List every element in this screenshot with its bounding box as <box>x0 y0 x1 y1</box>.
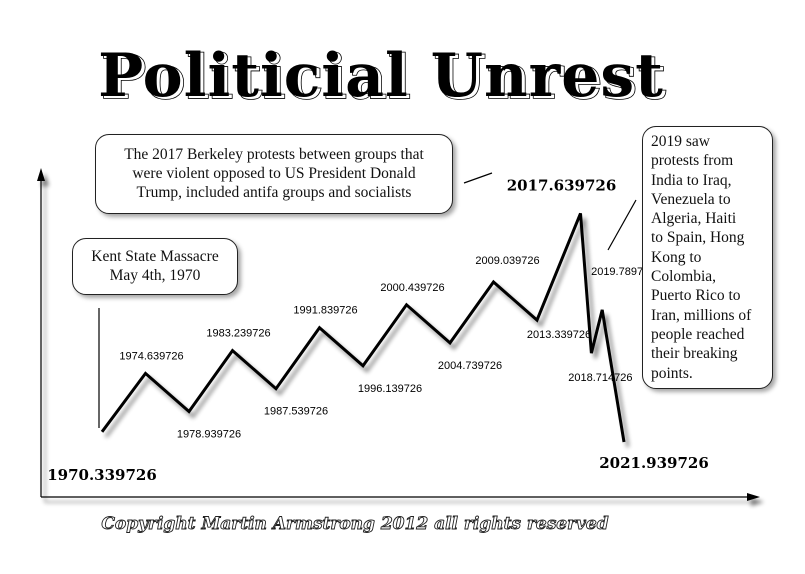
annotation-line: points. <box>651 364 693 382</box>
point-label: 1974.639726 <box>119 350 183 362</box>
point-label: 2004.739726 <box>438 360 502 372</box>
annotation-kent-state: Kent State Massacre May 4th, 1970 <box>72 238 238 295</box>
copyright-text: Copyright Martin Armstrong 2012 all righ… <box>101 514 608 534</box>
point-label: 2018.714726 <box>568 372 632 384</box>
annotation-line: Kent State Massacre <box>91 248 219 265</box>
axes <box>37 168 760 501</box>
y-axis-arrow <box>37 168 45 181</box>
chart-title: Politicial Unrest <box>101 43 667 113</box>
x-axis-arrow <box>747 493 760 501</box>
annotation-berkeley: The 2017 Berkeley protests between group… <box>95 134 453 214</box>
annotation-line: Venezuela to <box>651 190 731 208</box>
y2019-leader-line <box>607 199 637 251</box>
annotation-line: The 2017 Berkeley protests between group… <box>124 146 424 163</box>
annotation-line: Colombia, <box>651 268 717 286</box>
annotation-line: Kong to <box>651 248 702 266</box>
point-label: 2021.939726 <box>599 454 709 472</box>
annotation-line: India to Iraq, <box>651 171 732 189</box>
label-layer: 1970.339726 1974.639726 1978.939726 1983.23… <box>47 176 709 483</box>
point-label: 2019.789726 <box>591 266 655 278</box>
annotation-line: Trump, included antifa groups and social… <box>136 184 412 201</box>
berkeley-leader-line <box>463 172 493 184</box>
annotation-line: Puerto Rico to <box>651 287 741 305</box>
point-label: 2017.639726 <box>507 176 617 194</box>
annotation-line: May 4th, 1970 <box>109 267 201 284</box>
point-label: 1996.139726 <box>358 383 422 395</box>
annotation-line: Algeria, Haiti <box>651 210 737 228</box>
annotation-line: their breaking <box>651 345 738 363</box>
annotation-line: people reached <box>651 325 745 343</box>
point-label: 1987.539726 <box>264 406 328 418</box>
series-line <box>100 212 626 443</box>
chart-title-shadow: Politicial Unrest <box>98 41 664 111</box>
point-label: 1991.839726 <box>293 305 357 317</box>
point-label: 2013.339726 <box>527 329 591 341</box>
point-label: 1983.239726 <box>206 328 270 340</box>
point-label: 2000.439726 <box>380 282 444 294</box>
annotation-line: Iran, millions of <box>651 306 752 324</box>
annotation-line: to Spain, Hong <box>651 229 745 247</box>
annotation-line: protests from <box>651 152 734 170</box>
annotation-line: 2019 saw <box>651 133 710 150</box>
point-label: 1978.939726 <box>177 429 241 441</box>
point-label: 2009.039726 <box>475 255 539 267</box>
annotation-line: were violent opposed to US President Don… <box>132 165 416 182</box>
series-layer <box>100 212 626 443</box>
point-label: 1970.339726 <box>47 466 157 484</box>
annotation-2019-protests: 2019 saw protests from India to Iraq, Ve… <box>642 126 773 389</box>
